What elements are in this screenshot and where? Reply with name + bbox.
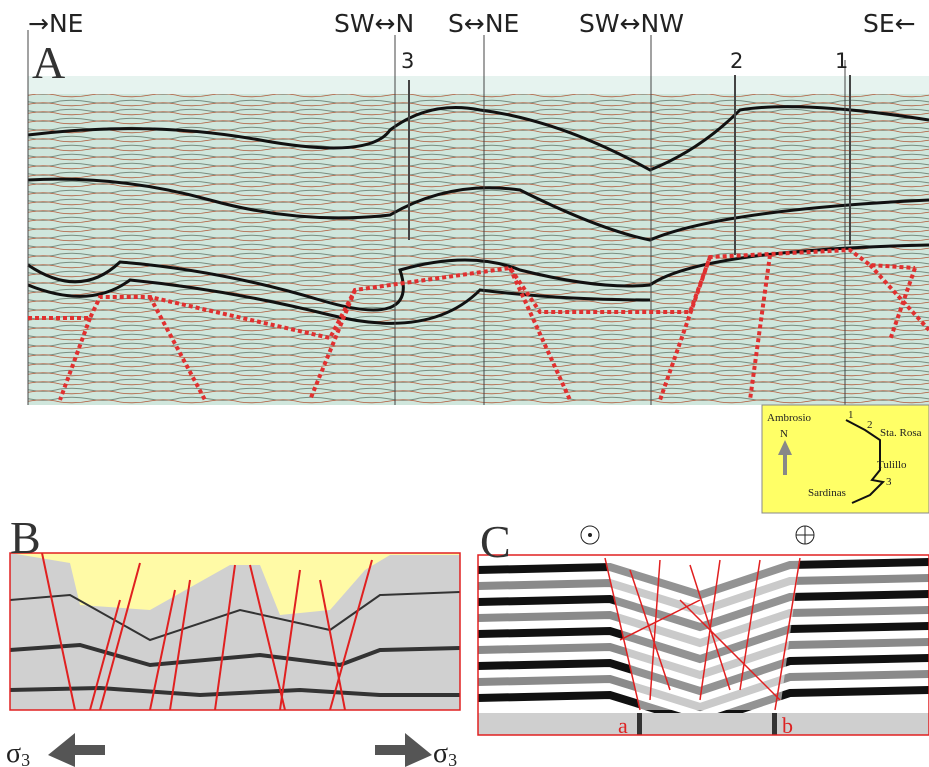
stress-label: σ3 (6, 738, 30, 767)
place-label: Ambrosio (767, 412, 812, 424)
beds (9, 591, 461, 698)
into-page-symbol (796, 526, 814, 544)
fault-lines (28, 247, 929, 401)
point-label: a (618, 713, 628, 738)
frame (9, 552, 461, 711)
faults (604, 557, 801, 711)
panel-a: →NE SW↔N S↔NE SW↔NW SE← A 3 2 1 N Ambros… (27, 9, 929, 514)
point-label: b (782, 713, 793, 738)
seismic-top (28, 76, 929, 94)
map-well-number: 1 (848, 409, 854, 421)
direction-label: SE← (863, 9, 916, 38)
location-map: N Ambrosio Sta. Rosa Tulillo Sardinas 1 … (761, 404, 929, 514)
stress-label: σ3 (433, 738, 457, 767)
direction-label: SW↔N (334, 9, 414, 38)
stress-arrow (375, 733, 432, 767)
well-number: 2 (730, 49, 743, 73)
north-arrow (778, 440, 792, 475)
panel-b: B σ3 σ3 (6, 512, 461, 767)
map-background (761, 404, 929, 514)
stress-arrow (48, 733, 105, 767)
stress-symbol: σ (433, 738, 448, 767)
stress-symbol: σ (6, 738, 21, 767)
direction-label: S↔NE (448, 9, 519, 38)
panel-label: C (480, 516, 511, 567)
basement-fault (637, 713, 642, 735)
well-number: 3 (401, 49, 414, 73)
stress-subscript: 3 (21, 750, 30, 767)
panel-label: A (32, 37, 65, 88)
north-label: N (780, 428, 788, 440)
map-well-number: 2 (867, 419, 873, 431)
basement-fault (772, 713, 777, 735)
frame (477, 554, 929, 736)
block (10, 553, 460, 710)
place-label: Sta. Rosa (880, 427, 922, 439)
graben (605, 560, 800, 710)
panel-c: C a b (477, 516, 929, 738)
place-label: Tulillo (877, 459, 907, 471)
horizons (27, 105, 929, 325)
out-of-page-symbol (588, 533, 592, 537)
place-label: Sardinas (808, 487, 846, 499)
stress-subscript: 3 (448, 750, 457, 767)
well-number: 1 (835, 49, 848, 73)
panel-label: B (10, 512, 41, 563)
direction-label: →NE (28, 9, 83, 38)
direction-label: SW↔NW (579, 9, 684, 38)
faults (41, 552, 373, 711)
section-breaks (27, 30, 851, 405)
section-trace (845, 419, 886, 504)
out-of-page-symbol (580, 525, 600, 545)
basement (478, 713, 929, 735)
seismic-section (28, 76, 929, 405)
map-well-number: 3 (886, 476, 892, 488)
